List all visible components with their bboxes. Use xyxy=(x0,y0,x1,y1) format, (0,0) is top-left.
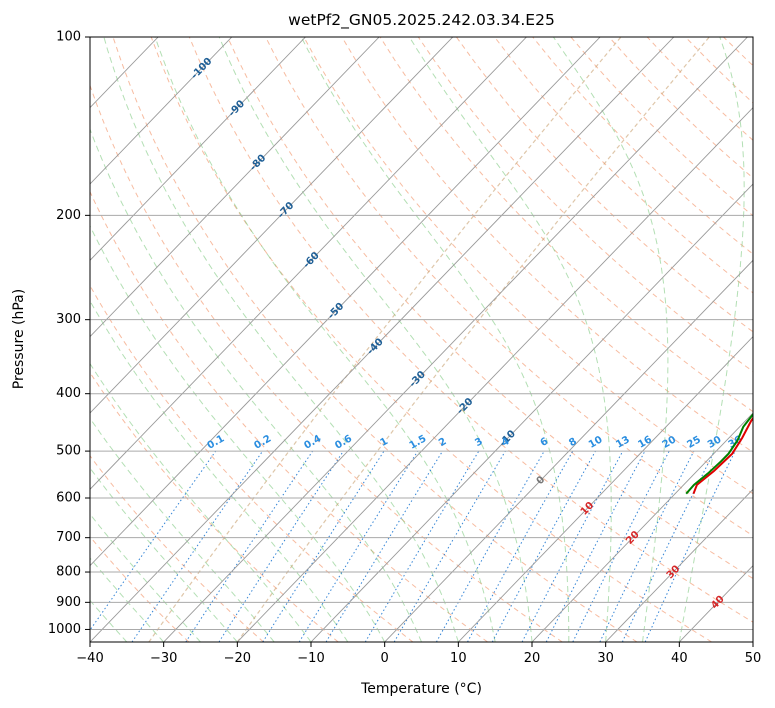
axes: −40 −30 −20 −10 0 10 20 30 40 50 100 200 300 400 500 60… xyxy=(48,30,761,667)
isotherm-line xyxy=(458,335,753,642)
dry-adiabat-line xyxy=(90,84,563,642)
dry-adiabat-line xyxy=(112,37,638,642)
moist-adiabat-line xyxy=(90,127,422,642)
y-tick-label: 600 xyxy=(56,491,81,506)
isotherm-line xyxy=(384,259,753,642)
y-tick-label: 100 xyxy=(56,30,81,45)
x-tick-label: −40 xyxy=(76,651,103,666)
isotherm-line xyxy=(163,37,748,642)
dry-adiabat-line xyxy=(494,37,753,294)
mixing-ratio-line xyxy=(599,450,695,642)
dry-adiabat-line xyxy=(265,37,753,537)
isotherm-line xyxy=(90,37,233,185)
x-tick-label: −10 xyxy=(297,651,324,666)
y-tick-label: 800 xyxy=(56,565,81,580)
y-tick-label: 500 xyxy=(56,444,81,459)
moist-adiabat-line xyxy=(678,37,745,642)
x-tick-label: 0 xyxy=(381,651,389,666)
moist-adiabat-line xyxy=(300,37,570,642)
moist-adiabat-line xyxy=(90,224,386,642)
y-tick-label: 400 xyxy=(56,386,81,401)
y-tick-label: 1000 xyxy=(48,622,81,637)
dry-adiabat-line xyxy=(90,284,414,642)
mixing-ratio-line xyxy=(435,450,545,642)
isotherm-line xyxy=(90,37,601,567)
x-tick-label: 30 xyxy=(597,651,614,666)
mixing-ratio-line xyxy=(185,450,314,642)
isotherm-line xyxy=(90,37,380,338)
isotherm-line xyxy=(90,37,454,414)
mixing-ratio-line xyxy=(131,450,264,642)
mixing-ratio-label: 3 xyxy=(473,436,485,449)
mixing-ratio-line xyxy=(262,450,385,642)
x-axis-label: Temperature (°C) xyxy=(360,681,482,697)
dry-adiabat-line xyxy=(341,37,753,453)
y-tick-label: 200 xyxy=(56,208,81,223)
profiles xyxy=(685,412,753,495)
mixing-ratio-label: 8 xyxy=(567,436,579,449)
moist-adiabat-line xyxy=(552,37,669,642)
mixing-ratio-label: 1 xyxy=(379,436,391,449)
mixing-ratio-line xyxy=(218,450,344,642)
isotherm-line xyxy=(237,106,753,642)
x-tick-label: 40 xyxy=(671,651,688,666)
isotherm-line xyxy=(90,37,675,642)
isotherm-line xyxy=(90,37,527,490)
moist-adiabat-line xyxy=(218,37,533,642)
dry-adiabat-line xyxy=(455,37,753,333)
background-lines xyxy=(90,37,753,642)
mixing-ratio-line xyxy=(325,450,444,642)
y-tick-label: 900 xyxy=(56,595,81,610)
dewpoint-profile-line xyxy=(685,412,753,495)
mixing-ratio-label: 2 xyxy=(437,436,449,449)
mixing-ratio-label: 4 xyxy=(500,436,512,449)
ice-curve-line xyxy=(236,37,710,642)
moist-adiabat-line xyxy=(90,417,275,642)
dry-adiabat-line xyxy=(227,37,753,580)
dry-adiabat-line xyxy=(150,37,712,642)
mixing-ratio-line xyxy=(90,450,217,632)
isotherm-line xyxy=(310,183,753,642)
ice-curve-line xyxy=(148,37,622,642)
y-tick-label: 700 xyxy=(56,530,81,545)
isotherm-line xyxy=(605,488,753,642)
isotherm-line xyxy=(90,37,306,261)
dry-adiabat-line xyxy=(303,37,753,495)
mixing-ratio-label: 6 xyxy=(539,436,551,449)
x-tick-label: −30 xyxy=(150,651,177,666)
x-tick-label: 20 xyxy=(524,651,541,666)
dry-adiabat-line xyxy=(379,37,753,413)
plot-frame xyxy=(89,36,754,643)
y-axis-label: Pressure (hPa) xyxy=(11,289,27,389)
dry-adiabat-line xyxy=(90,371,339,642)
dry-adiabat-line xyxy=(90,190,488,642)
y-tick-label: 300 xyxy=(56,312,81,327)
moist-adiabat-line xyxy=(90,467,238,642)
moist-adiabat-line xyxy=(103,37,459,642)
x-tick-label: 10 xyxy=(450,651,467,666)
moist-adiabat-line xyxy=(154,37,496,642)
moist-adiabat-line xyxy=(408,37,612,642)
mixing-ratio-line xyxy=(572,450,670,642)
mixing-ratio-line xyxy=(467,450,574,642)
grid xyxy=(90,37,753,642)
chart-title: wetPf2_GN05.2025.242.03.34.E25 xyxy=(288,11,555,30)
moist-adiabat-line xyxy=(90,299,349,642)
isotherm-line xyxy=(531,412,753,642)
dry-adiabat-line xyxy=(188,37,753,623)
x-tick-label: 50 xyxy=(745,651,762,666)
x-tick-label: −20 xyxy=(224,651,251,666)
temperature-profile-line xyxy=(692,416,753,495)
